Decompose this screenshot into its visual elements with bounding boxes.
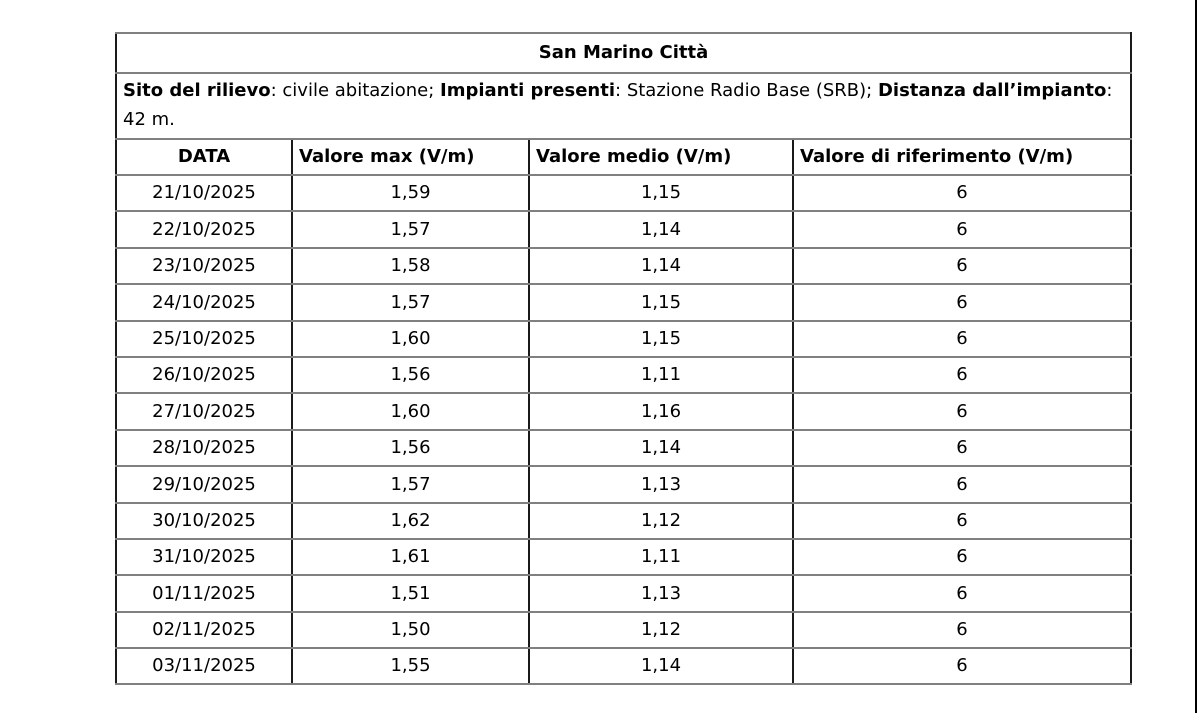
cell-max: 1,50 (291, 610, 530, 650)
cell-riferimento: 6 (791, 465, 1133, 504)
cell-medio: 1,15 (528, 283, 794, 322)
cell-max: 1,61 (291, 537, 530, 577)
cell-max: 1,55 (291, 647, 530, 686)
table-row: 26/10/2025 1,56 1,11 6 (115, 355, 1133, 395)
cell-medio: 1,12 (528, 501, 794, 540)
table-row: 01/11/2025 1,51 1,13 6 (115, 574, 1133, 613)
site-label: Sito del rilievo (123, 80, 271, 101)
cell-medio: 1,15 (528, 319, 794, 358)
cell-riferimento: 6 (791, 210, 1133, 249)
table-row: 30/10/2025 1,62 1,12 6 (115, 501, 1133, 540)
cell-max: 1,60 (291, 319, 530, 358)
cell-max: 1,60 (291, 392, 530, 431)
plants-label: Impianti presenti (440, 80, 616, 101)
cell-date: 22/10/2025 (115, 210, 293, 249)
site-value: : civile abitazione; (270, 80, 441, 101)
cell-date: 01/11/2025 (115, 574, 293, 613)
cell-date: 02/11/2025 (115, 610, 293, 650)
cell-medio: 1,15 (528, 173, 794, 213)
cell-max: 1,56 (291, 428, 530, 468)
table-row: 25/10/2025 1,60 1,15 6 (115, 319, 1133, 358)
table-row: 03/11/2025 1,55 1,14 6 (115, 647, 1133, 686)
cell-medio: 1,13 (528, 574, 794, 613)
cell-medio: 1,13 (528, 465, 794, 504)
table-row: 24/10/2025 1,57 1,15 6 (115, 283, 1133, 322)
info-row: Sito del rilievo: civile abitazione; Imp… (114, 72, 1133, 140)
cell-riferimento: 6 (791, 428, 1133, 468)
title-row: San Marino Città (114, 32, 1133, 74)
cell-riferimento: 6 (791, 355, 1133, 395)
cell-max: 1,59 (291, 173, 530, 213)
table-row: 29/10/2025 1,57 1,13 6 (115, 465, 1133, 504)
site-info: Sito del rilievo: civile abitazione; Imp… (114, 72, 1133, 140)
table-row: 27/10/2025 1,60 1,16 6 (115, 392, 1133, 431)
plants-value: : Stazione Radio Base (SRB); (615, 80, 878, 101)
cell-medio: 1,11 (528, 355, 794, 395)
cell-riferimento: 6 (791, 647, 1133, 686)
table-row: 31/10/2025 1,61 1,11 6 (115, 537, 1133, 577)
cell-date: 03/11/2025 (115, 647, 293, 686)
distance-label: Distanza dall’impianto (877, 80, 1107, 101)
column-header-max: Valore max (V/m) (291, 138, 530, 176)
column-header-data: DATA (115, 138, 293, 176)
cell-riferimento: 6 (791, 173, 1133, 213)
cell-riferimento: 6 (791, 537, 1133, 577)
cell-date: 24/10/2025 (115, 283, 293, 322)
cell-date: 31/10/2025 (115, 537, 293, 577)
column-header-riferimento: Valore di riferimento (V/m) (791, 138, 1133, 176)
cell-max: 1,57 (291, 210, 530, 249)
cell-medio: 1,14 (528, 246, 794, 286)
distance-value: : 42 m. (123, 80, 1113, 130)
page-right-edge-line (1195, 0, 1197, 713)
cell-date: 21/10/2025 (115, 173, 293, 213)
cell-date: 26/10/2025 (115, 355, 293, 395)
cell-max: 1,51 (291, 574, 530, 613)
cell-riferimento: 6 (791, 283, 1133, 322)
header-row: DATA Valore max (V/m) Valore medio (V/m)… (115, 138, 1133, 176)
cell-date: 30/10/2025 (115, 501, 293, 540)
cell-riferimento: 6 (791, 319, 1133, 358)
cell-medio: 1,14 (528, 428, 794, 468)
cell-max: 1,57 (291, 283, 530, 322)
cell-date: 23/10/2025 (115, 246, 293, 286)
column-header-medio: Valore medio (V/m) (528, 138, 794, 176)
cell-max: 1,62 (291, 501, 530, 540)
cell-medio: 1,14 (528, 647, 794, 686)
cell-date: 27/10/2025 (115, 392, 293, 431)
measurement-table: San Marino Città Sito del rilievo: civil… (114, 32, 1133, 686)
cell-riferimento: 6 (791, 610, 1133, 650)
table-row: 28/10/2025 1,56 1,14 6 (115, 428, 1133, 468)
page-title: San Marino Città (114, 32, 1133, 74)
cell-riferimento: 6 (791, 392, 1133, 431)
table-row: 22/10/2025 1,57 1,14 6 (115, 210, 1133, 249)
cell-date: 28/10/2025 (115, 428, 293, 468)
cell-riferimento: 6 (791, 574, 1133, 613)
cell-max: 1,58 (291, 246, 530, 286)
table-row: 23/10/2025 1,58 1,14 6 (115, 246, 1133, 286)
cell-max: 1,56 (291, 355, 530, 395)
cell-medio: 1,14 (528, 210, 794, 249)
cell-medio: 1,16 (528, 392, 794, 431)
cell-max: 1,57 (291, 465, 530, 504)
table-row: 21/10/2025 1,59 1,15 6 (115, 173, 1133, 213)
measurements-body: 21/10/2025 1,59 1,15 6 22/10/2025 1,57 1… (115, 173, 1133, 686)
cell-riferimento: 6 (791, 501, 1133, 540)
cell-riferimento: 6 (791, 246, 1133, 286)
cell-medio: 1,12 (528, 610, 794, 650)
table-row: 02/11/2025 1,50 1,12 6 (115, 610, 1133, 650)
cell-date: 29/10/2025 (115, 465, 293, 504)
cell-medio: 1,11 (528, 537, 794, 577)
cell-date: 25/10/2025 (115, 319, 293, 358)
